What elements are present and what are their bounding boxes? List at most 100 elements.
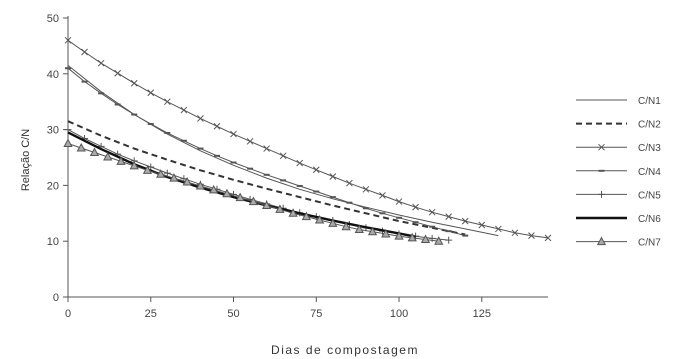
legend: C/N1 C/N2 C/N3 C/N4 C/N5 C/N6 C/N7: [576, 96, 661, 249]
point-marker: [412, 203, 419, 211]
point-marker: [169, 173, 179, 182]
legend-item-5: C/N5: [576, 190, 661, 201]
series-line: [67, 131, 416, 238]
point-marker: [296, 159, 304, 167]
point-marker: [89, 147, 100, 156]
series-3: [64, 36, 552, 242]
series-line: [67, 67, 466, 237]
legend-item-4: C/N4: [576, 167, 661, 178]
point-marker: [230, 130, 237, 138]
point-marker: [478, 221, 486, 229]
point-marker: [362, 185, 370, 193]
x-tick-label: 75: [310, 308, 322, 320]
point-marker: [195, 180, 206, 190]
y-tick-label: 0: [53, 292, 59, 304]
point-marker: [596, 236, 607, 246]
series-2: [67, 120, 466, 236]
point-marker: [288, 208, 298, 217]
point-marker: [279, 152, 287, 160]
point-marker: [142, 165, 153, 174]
x-tick-label: 0: [65, 308, 71, 320]
point-marker: [156, 169, 166, 178]
point-marker: [346, 179, 353, 187]
point-marker: [64, 126, 72, 134]
point-marker: [222, 188, 232, 198]
point-marker: [246, 137, 254, 145]
series-4: [65, 67, 469, 237]
x-tick-label: 50: [227, 308, 239, 320]
point-marker: [511, 229, 519, 237]
series-line: [67, 39, 549, 239]
point-marker: [213, 122, 221, 130]
point-marker: [114, 69, 122, 77]
point-marker: [130, 79, 138, 87]
legend-label: C/N4: [638, 167, 661, 178]
series-group: [63, 36, 552, 245]
point-marker: [209, 184, 219, 194]
point-marker: [407, 232, 417, 242]
point-marker: [394, 231, 404, 240]
point-marker: [129, 160, 139, 170]
point-marker: [367, 226, 378, 236]
point-marker: [275, 204, 285, 213]
legend-label: C/N1: [638, 96, 661, 107]
point-marker: [329, 173, 337, 180]
point-marker: [354, 224, 364, 233]
axes: 0 10 20 30 40 50 0 25 50 75 100 125: [47, 13, 548, 320]
point-marker: [116, 156, 126, 165]
series-7: [63, 138, 444, 245]
point-marker: [428, 208, 436, 216]
y-tick-label: 40: [47, 69, 59, 81]
point-marker: [235, 192, 245, 202]
point-marker: [598, 143, 605, 151]
point-marker: [341, 221, 351, 231]
legend-label: C/N5: [638, 190, 661, 201]
y-tick-label: 50: [47, 13, 59, 25]
series-5: [64, 126, 453, 244]
point-marker: [381, 228, 391, 238]
point-marker: [81, 48, 88, 56]
x-axis-title: Dias de compostagem: [271, 343, 419, 357]
point-marker: [180, 106, 188, 114]
legend-item-6: C/N6: [576, 214, 661, 225]
legend-label: C/N7: [638, 238, 661, 249]
point-marker: [434, 236, 444, 245]
legend-item-7: C/N7: [576, 236, 661, 249]
x-tick-label: 25: [145, 308, 157, 320]
point-marker: [598, 190, 605, 198]
point-marker: [64, 36, 72, 44]
point-marker: [103, 151, 113, 161]
point-marker: [379, 192, 386, 199]
point-marker: [163, 169, 171, 177]
series-line: [67, 120, 466, 236]
x-tick-label: 100: [390, 308, 408, 320]
legend-item-2: C/N2: [576, 120, 661, 131]
legend-label: C/N6: [638, 214, 661, 225]
legend-item-1: C/N1: [576, 96, 661, 107]
series-6: [67, 131, 416, 238]
point-marker: [97, 59, 105, 67]
point-marker: [528, 232, 535, 239]
point-marker: [182, 177, 192, 186]
y-tick-label: 20: [47, 180, 59, 192]
point-marker: [395, 198, 403, 205]
point-marker: [445, 236, 453, 244]
legend-item-3: C/N3: [576, 143, 661, 154]
point-marker: [76, 142, 86, 152]
y-tick-label: 10: [47, 236, 59, 248]
legend-label: C/N3: [638, 143, 661, 154]
point-marker: [261, 200, 272, 209]
point-marker: [314, 214, 325, 224]
point-marker: [63, 138, 73, 148]
point-marker: [163, 98, 171, 106]
y-axis-title: Relação C/N: [20, 129, 32, 191]
series-line: [67, 129, 449, 241]
y-tick-label: 30: [47, 125, 59, 137]
legend-label: C/N2: [638, 120, 661, 131]
point-marker: [312, 166, 320, 174]
point-marker: [328, 218, 338, 227]
x-tick-label: 125: [473, 308, 491, 320]
point-marker: [197, 115, 204, 122]
